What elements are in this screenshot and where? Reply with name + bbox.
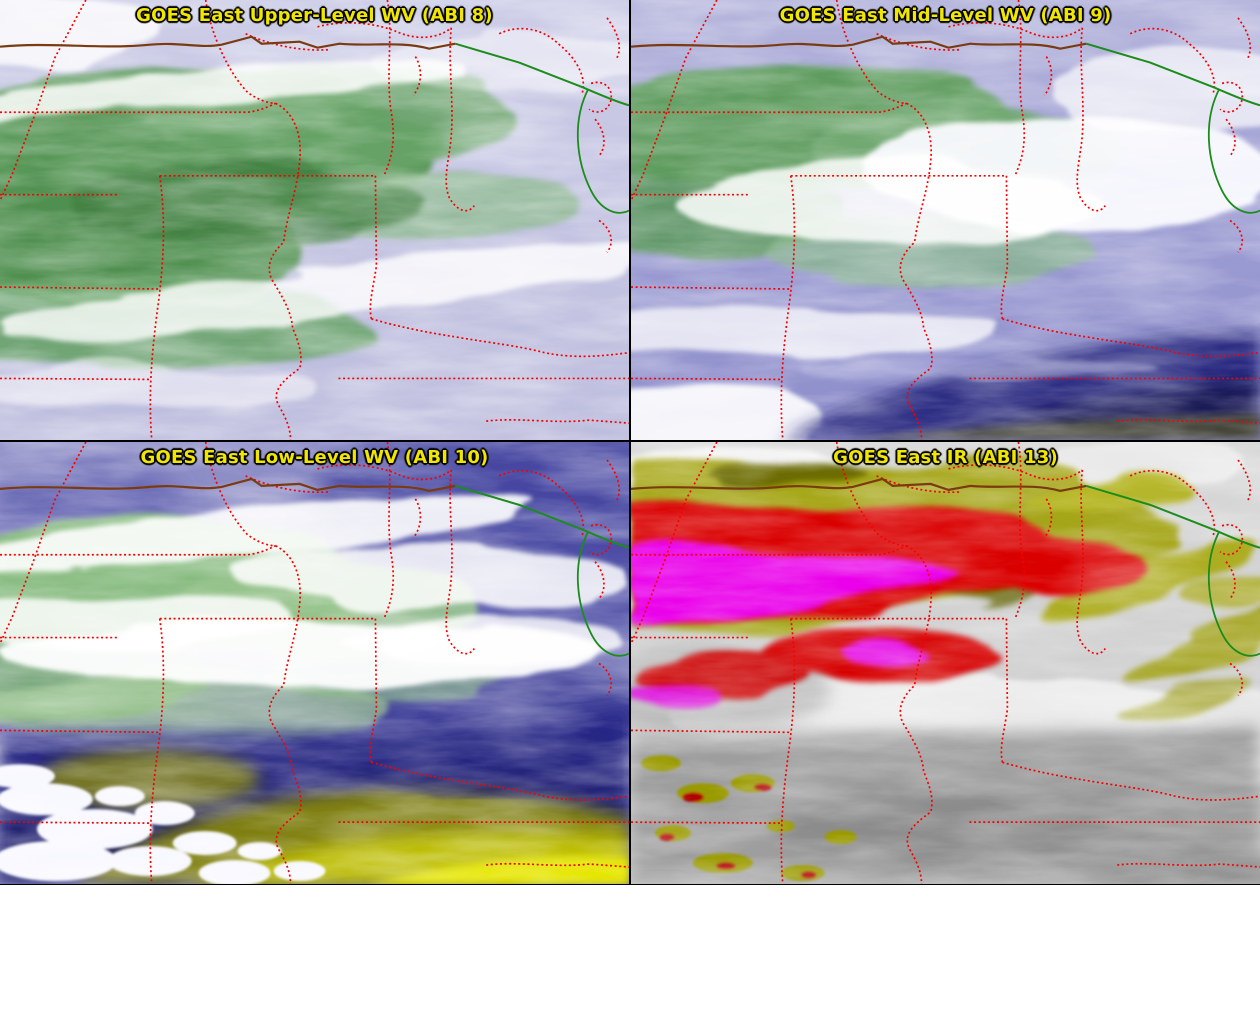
quadrant-grid: GOES East Upper-Level WV (ABI 8) — [0, 0, 1260, 885]
abi9-water-vapor-imagery — [631, 0, 1260, 440]
abi10-water-vapor-imagery — [0, 442, 629, 884]
panel-abi13: GOES East IR (ABI 13) — [631, 442, 1260, 884]
abi13-infrared-imagery — [631, 442, 1260, 884]
abi8-water-vapor-imagery — [0, 0, 629, 440]
panel-title-abi9: GOES East Mid-Level WV (ABI 9) — [779, 5, 1112, 26]
panel-abi8: GOES East Upper-Level WV (ABI 8) — [0, 0, 629, 440]
panel-title-abi10: GOES East Low-Level WV (ABI 10) — [140, 447, 489, 468]
panel-title-abi13: GOES East IR (ABI 13) — [833, 447, 1058, 468]
panel-title-abi8: GOES East Upper-Level WV (ABI 8) — [136, 5, 493, 26]
panel-abi9: GOES East Mid-Level WV (ABI 9) — [631, 0, 1260, 440]
panel-abi10: GOES East Low-Level WV (ABI 10) — [0, 442, 629, 884]
legend-area: 175 200 225 250 275 300 325 175 200 225 … — [0, 885, 1260, 1027]
